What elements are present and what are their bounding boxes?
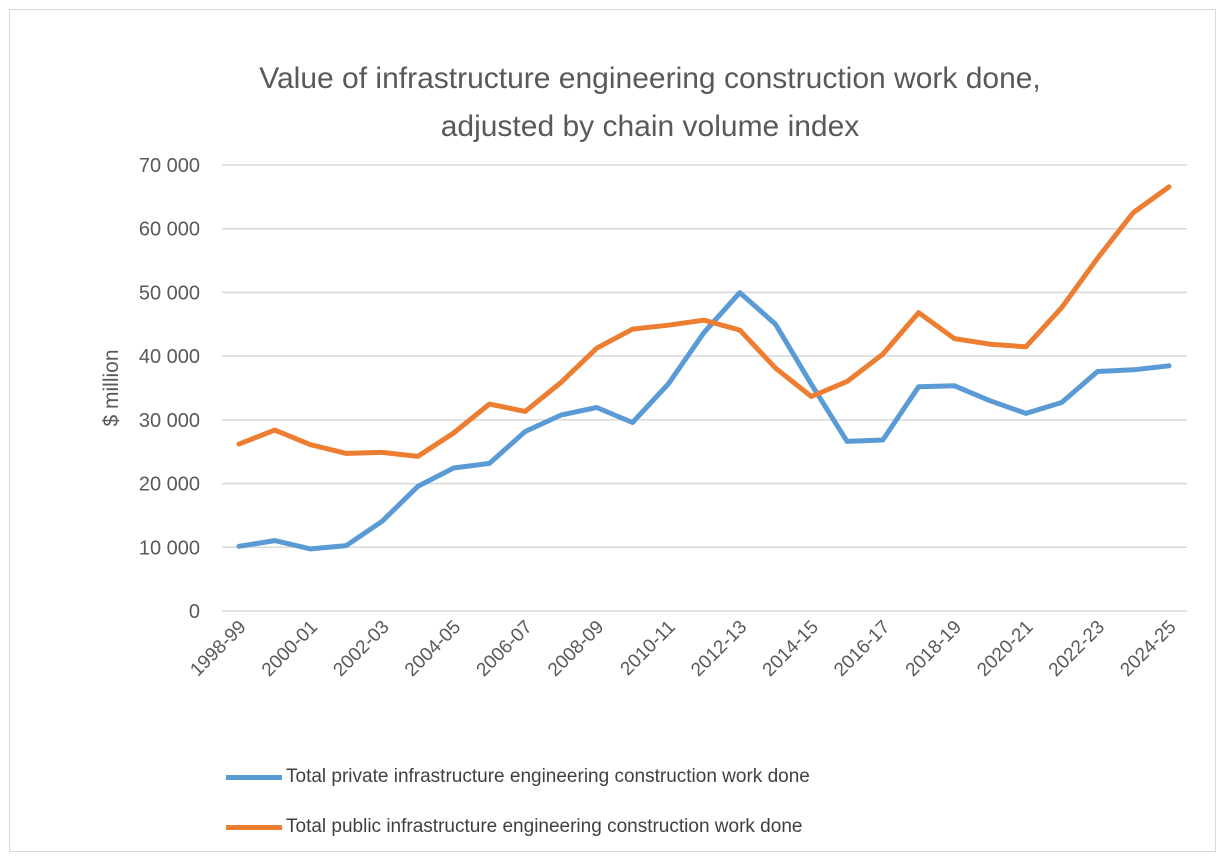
x-tick-label: 2018-19 [902, 617, 966, 681]
legend-label-public: Total public infrastructure engineering … [286, 816, 803, 837]
y-tick-label: 0 [189, 601, 200, 623]
y-tick-label: 50 000 [139, 282, 200, 304]
legend-item-private: Total private infrastructure engineering… [226, 766, 810, 788]
y-tick-label: 20 000 [139, 474, 200, 496]
x-tick-label: 2020-21 [973, 617, 1037, 681]
y-tick-label: 70 000 [139, 155, 200, 177]
y-tick-label: 40 000 [139, 346, 200, 368]
x-tick-label: 2024-25 [1116, 617, 1180, 681]
x-tick-label: 2022-23 [1045, 617, 1109, 681]
legend-swatch-public [226, 824, 282, 830]
chart-title-line-1: Value of infrastructure engineering cons… [259, 62, 1041, 95]
y-axis-title: $ million [100, 349, 123, 426]
y-tick-label: 60 000 [139, 219, 200, 241]
series-line-private [236, 290, 1172, 552]
x-tick-label: 2014-15 [759, 617, 823, 681]
x-tick-label: 2000-01 [258, 617, 322, 681]
x-tick-label: 1998-99 [186, 617, 250, 681]
legend-item-public: Total public infrastructure engineering … [226, 816, 802, 838]
series-line-public [236, 184, 1172, 459]
x-tick-label: 2010-11 [617, 617, 680, 680]
x-tick-label: 2002-03 [329, 617, 393, 681]
y-tick-label: 10 000 [139, 537, 200, 559]
chart-frame [9, 9, 1216, 852]
legend-label-private: Total private infrastructure engineering… [286, 766, 810, 787]
x-tick-label: 2008-09 [544, 617, 608, 681]
legend-swatch-private [226, 774, 282, 780]
x-tick-label: 2004-05 [401, 617, 465, 681]
x-tick-label: 2006-07 [473, 617, 537, 681]
x-tick-label: 2016-17 [830, 617, 894, 681]
chart-title-line-2: adjusted by chain volume index [440, 110, 860, 143]
x-tick-label: 2012-13 [687, 617, 751, 681]
y-tick-label: 30 000 [139, 410, 200, 432]
